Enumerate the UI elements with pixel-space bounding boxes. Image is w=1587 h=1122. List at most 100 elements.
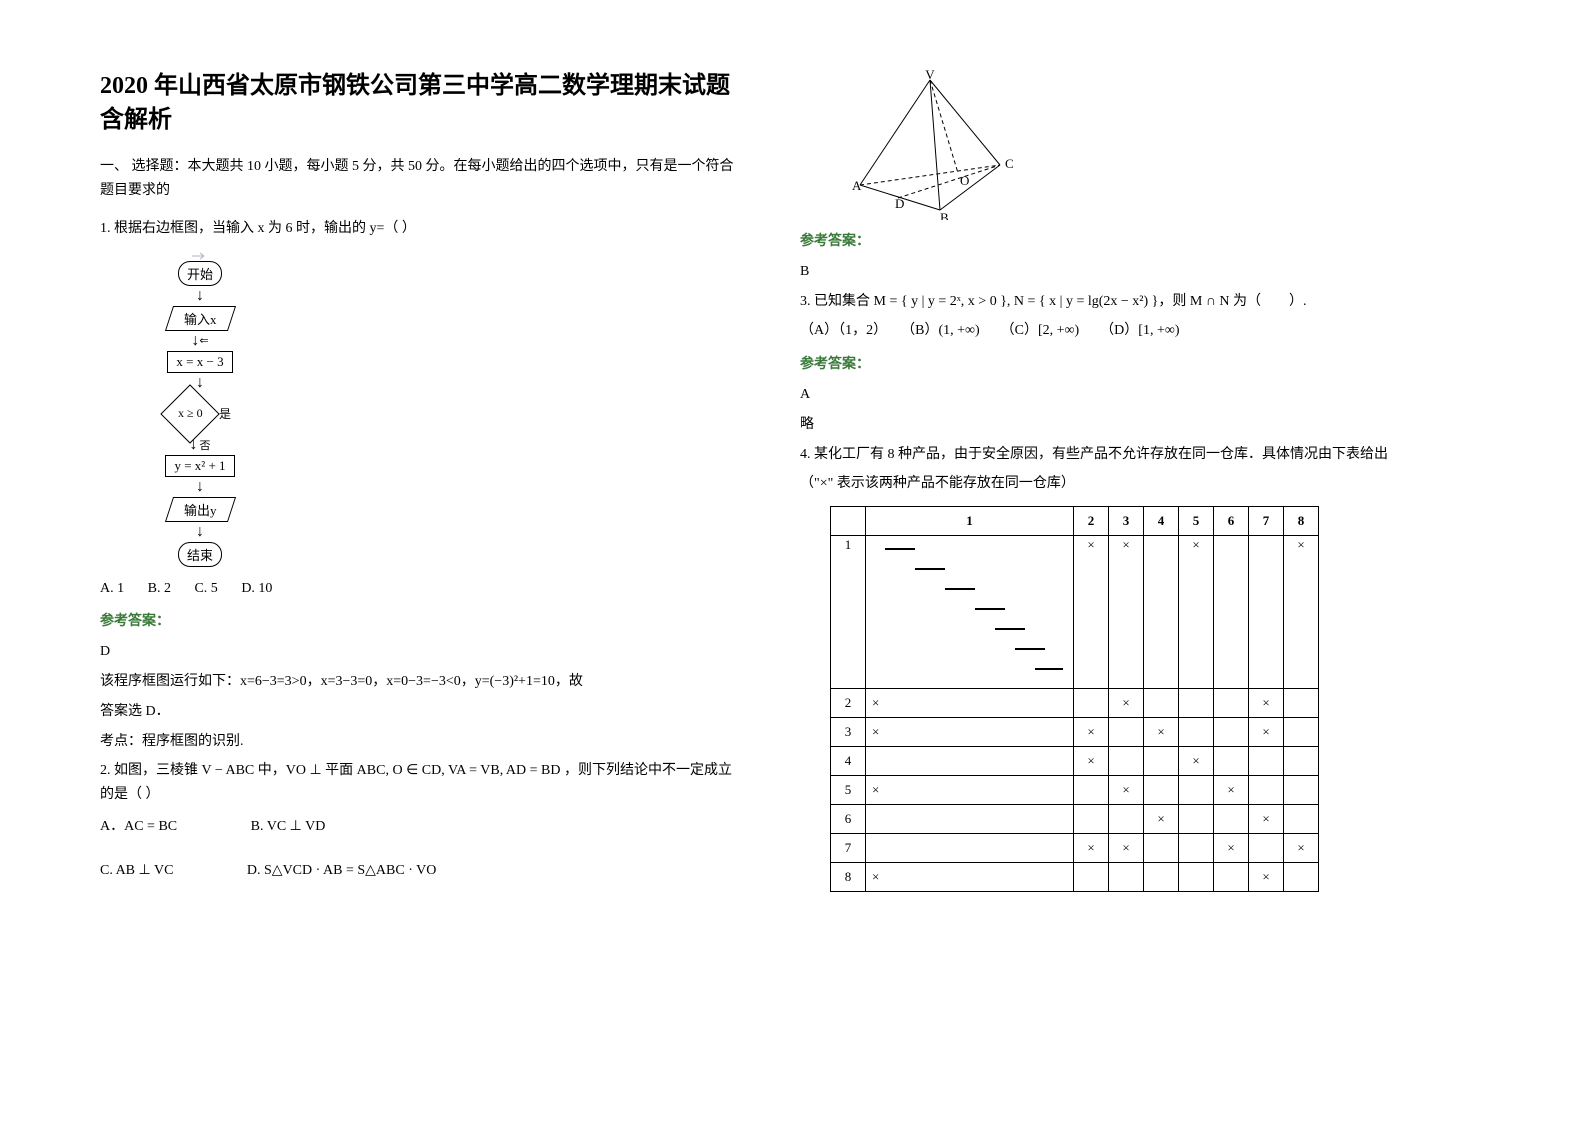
table-header: 2 bbox=[1074, 507, 1109, 536]
table-cell: × bbox=[1179, 747, 1214, 776]
table-cell bbox=[1074, 776, 1109, 805]
table-row: 1 × × bbox=[831, 536, 1319, 689]
q1-options: A. 1 B. 2 C. 5 D. 10 bbox=[100, 577, 740, 601]
table-cell: × bbox=[1249, 805, 1284, 834]
q1-answer: D bbox=[100, 640, 740, 664]
q2-answer-label: 参考答案： bbox=[800, 230, 1440, 254]
q4-stem-1: 4. 某化工厂有 8 种产品，由于安全原因，有些产品不允许存放在同一仓库．具体情… bbox=[800, 443, 1440, 467]
q2-opt-d: D. S△VCD · AB = S△ABC · VO bbox=[247, 863, 436, 878]
flow-cond: x ≥ 0 bbox=[160, 384, 219, 443]
table-cell bbox=[1144, 747, 1179, 776]
table-cell: × bbox=[866, 689, 1074, 718]
doc-title: 2020 年山西省太原市钢铁公司第三中学高二数学理期末试题含解析 bbox=[100, 70, 740, 137]
table-row: 3 × × × × bbox=[831, 718, 1319, 747]
table-cell: × bbox=[1074, 834, 1109, 863]
flow-step2: y = x² + 1 bbox=[165, 455, 234, 477]
table-cell: 5 bbox=[831, 776, 866, 805]
table-header-row: 1 2 3 4 5 6 7 8 bbox=[831, 507, 1319, 536]
q2-options-row2: C. AB ⊥ VC D. S△VCD · AB = S△ABC · VO bbox=[100, 859, 740, 883]
table-cell bbox=[1179, 718, 1214, 747]
table-cell bbox=[1144, 689, 1179, 718]
table-cell bbox=[866, 747, 1074, 776]
table-cell: × bbox=[1249, 863, 1284, 892]
product-table: 1 2 3 4 5 6 7 8 1 bbox=[830, 506, 1319, 892]
loop-back-icon: ⇐ bbox=[199, 334, 208, 347]
table-header: 3 bbox=[1109, 507, 1144, 536]
table-header: 1 bbox=[866, 507, 1074, 536]
q3-brief: 略 bbox=[800, 413, 1440, 437]
table-cell bbox=[1214, 689, 1249, 718]
table-cell bbox=[1249, 776, 1284, 805]
pyramid-figure: V A B C D O bbox=[840, 70, 1020, 220]
table-cell: × bbox=[1109, 689, 1144, 718]
cond-no: 否 bbox=[200, 437, 211, 453]
q1-explain-3: 考点：程序框图的识别. bbox=[100, 730, 740, 754]
table-row: 4 × × bbox=[831, 747, 1319, 776]
table-cell bbox=[1144, 834, 1179, 863]
table-cell bbox=[1214, 718, 1249, 747]
table-cell: × bbox=[1144, 805, 1179, 834]
q2-answer: B bbox=[800, 260, 1440, 284]
table-cell bbox=[1249, 834, 1284, 863]
table-cell: × bbox=[1284, 834, 1319, 863]
table-cell bbox=[1179, 834, 1214, 863]
table-cell bbox=[1074, 689, 1109, 718]
arrow-down-icon: ↓ bbox=[191, 333, 199, 349]
table-cell bbox=[1179, 689, 1214, 718]
table-header: 5 bbox=[1179, 507, 1214, 536]
q1-explain-1: 该程序框图运行如下：x=6−3=3>0，x=3−3=0，x=0−3=−3<0，y… bbox=[100, 670, 740, 694]
table-cell bbox=[1249, 536, 1284, 689]
table-cell bbox=[1284, 689, 1319, 718]
table-cell bbox=[1214, 747, 1249, 776]
table-cell: × bbox=[1074, 747, 1109, 776]
table-cell: 6 bbox=[831, 805, 866, 834]
flow-dir-icon bbox=[190, 251, 210, 261]
vertex-o: O bbox=[960, 173, 969, 188]
arrow-down-icon: ↓ bbox=[196, 288, 204, 304]
q1-stem: 1. 根据右边框图，当输入 x 为 6 时，输出的 y=（ ） bbox=[100, 217, 740, 241]
table-cell bbox=[1109, 747, 1144, 776]
flow-step1: x = x − 3 bbox=[167, 351, 232, 373]
q3-options: （A）（1，2） （B）(1, +∞) （C）[2, +∞) （D）[1, +∞… bbox=[800, 319, 1440, 343]
section-heading: 一、 选择题：本大题共 10 小题，每小题 5 分，共 50 分。在每小题给出的… bbox=[100, 155, 740, 203]
vertex-b: B bbox=[940, 210, 949, 220]
q2-opt-b: B. VC ⊥ VD bbox=[251, 819, 326, 834]
table-cell: × bbox=[1249, 689, 1284, 718]
table-cell bbox=[1284, 805, 1319, 834]
table-cell: 7 bbox=[831, 834, 866, 863]
vertex-v: V bbox=[925, 70, 935, 82]
table-cell bbox=[1109, 718, 1144, 747]
table-cell bbox=[1179, 805, 1214, 834]
q1-opt-c: C. 5 bbox=[194, 581, 217, 596]
q2-opt-a: A．AC = BC bbox=[100, 819, 177, 834]
table-cell: × bbox=[1214, 834, 1249, 863]
q1-answer-label: 参考答案： bbox=[100, 610, 740, 634]
q2-opt-c: C. AB ⊥ VC bbox=[100, 863, 173, 878]
table-cell: 1 bbox=[831, 536, 866, 689]
q1-opt-d: D. 10 bbox=[241, 581, 272, 596]
table-cell bbox=[1144, 776, 1179, 805]
arrow-down-icon: ↓ bbox=[196, 479, 204, 495]
q3-answer-label: 参考答案： bbox=[800, 353, 1440, 377]
table-cell: × bbox=[1074, 718, 1109, 747]
vertex-a: A bbox=[852, 178, 862, 193]
table-cell: × bbox=[1109, 834, 1144, 863]
table-cell: × bbox=[1249, 718, 1284, 747]
table-cell bbox=[1179, 776, 1214, 805]
table-cell: × bbox=[866, 863, 1074, 892]
table-header bbox=[831, 507, 866, 536]
q1-flowchart: 开始 ↓ 输入x ↓ ⇐ x = x − 3 ↓ x ≥ 0 是 ↓ 否 y =… bbox=[100, 251, 740, 567]
q3-stem: 3. 已知集合 M = { y | y = 2ˣ, x > 0 }, N = {… bbox=[800, 290, 1440, 314]
table-cell: 4 bbox=[831, 747, 866, 776]
table-row: 6 × × bbox=[831, 805, 1319, 834]
cond-yes: 是 bbox=[219, 405, 231, 422]
table-cell bbox=[1249, 747, 1284, 776]
q2-stem: 2. 如图，三棱锥 V − ABC 中，VO ⊥ 平面 ABC, O ∈ CD,… bbox=[100, 759, 740, 807]
table-cell: × bbox=[1214, 776, 1249, 805]
table-cell: 3 bbox=[831, 718, 866, 747]
table-cell bbox=[1109, 805, 1144, 834]
table-cell bbox=[1284, 776, 1319, 805]
table-cell: × bbox=[1179, 536, 1214, 689]
table-cell bbox=[1214, 536, 1249, 689]
table-cell bbox=[866, 834, 1074, 863]
